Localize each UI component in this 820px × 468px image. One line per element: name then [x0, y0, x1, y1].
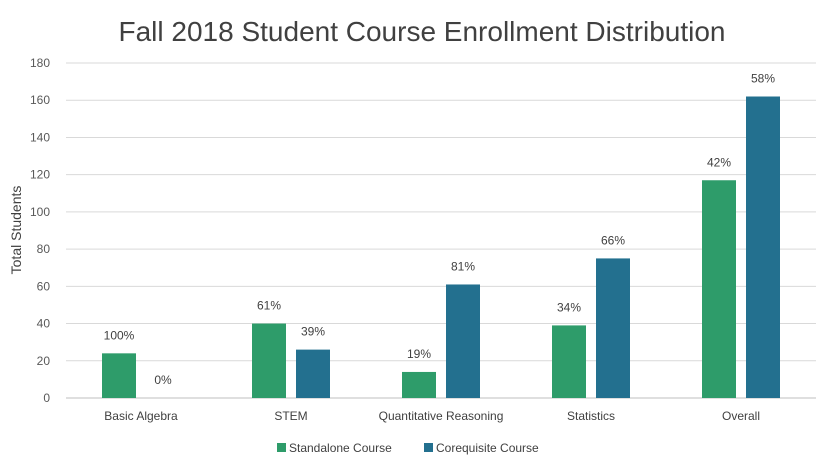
x-tick-label: Quantitative Reasoning [379, 409, 504, 423]
data-label: 0% [154, 373, 172, 387]
data-label: 39% [301, 325, 325, 339]
y-tick-label: 140 [30, 130, 50, 144]
chart-title: Fall 2018 Student Course Enrollment Dist… [119, 16, 726, 47]
y-tick-label: 120 [30, 168, 50, 182]
bar-corequisite [296, 349, 330, 398]
bar-corequisite [746, 96, 780, 398]
x-tick-label: Statistics [567, 409, 615, 423]
data-label: 66% [601, 233, 625, 247]
bar-standalone [552, 325, 586, 398]
x-tick-label: Overall [722, 409, 760, 423]
y-tick-label: 40 [37, 317, 51, 331]
y-tick-label: 80 [37, 242, 51, 256]
legend-label: Corequisite Course [436, 441, 539, 455]
bar-standalone [702, 180, 736, 398]
data-label: 42% [707, 155, 731, 169]
bar-corequisite [446, 284, 480, 398]
data-label: 58% [751, 72, 775, 86]
y-tick-label: 160 [30, 93, 50, 107]
data-label: 81% [451, 259, 475, 273]
bar-standalone [102, 353, 136, 398]
legend-swatch [424, 443, 433, 452]
legend-label: Standalone Course [289, 441, 392, 455]
y-tick-label: 60 [37, 279, 51, 293]
data-label: 34% [557, 300, 581, 314]
data-label: 19% [407, 347, 431, 361]
data-label: 100% [104, 328, 135, 342]
y-tick-label: 0 [43, 391, 50, 405]
legend-swatch [277, 443, 286, 452]
y-tick-label: 180 [30, 56, 50, 70]
data-label: 61% [257, 299, 281, 313]
y-tick-label: 100 [30, 205, 50, 219]
bar-standalone [402, 371, 436, 398]
y-axis-label: Total Students [8, 186, 24, 275]
x-tick-label: Basic Algebra [104, 409, 178, 423]
bar-corequisite [596, 258, 630, 398]
x-tick-label: STEM [274, 409, 307, 423]
y-tick-label: 20 [37, 354, 51, 368]
bar-standalone [252, 323, 286, 398]
